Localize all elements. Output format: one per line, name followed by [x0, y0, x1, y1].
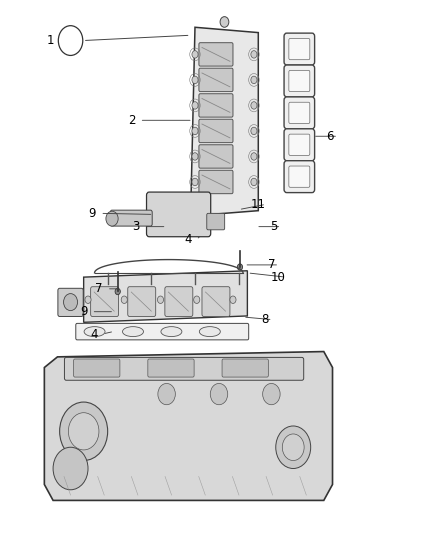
Circle shape: [251, 127, 257, 135]
Text: 7: 7: [268, 259, 275, 271]
FancyBboxPatch shape: [289, 166, 310, 187]
FancyBboxPatch shape: [222, 359, 268, 377]
FancyBboxPatch shape: [58, 288, 83, 317]
Polygon shape: [84, 271, 247, 322]
FancyBboxPatch shape: [284, 65, 314, 97]
Text: 1: 1: [47, 34, 55, 47]
FancyBboxPatch shape: [191, 282, 199, 293]
FancyBboxPatch shape: [289, 70, 310, 92]
FancyBboxPatch shape: [289, 134, 310, 156]
FancyBboxPatch shape: [284, 97, 314, 129]
Circle shape: [157, 296, 163, 303]
Circle shape: [192, 51, 198, 58]
Circle shape: [68, 413, 99, 450]
FancyBboxPatch shape: [64, 358, 304, 380]
FancyBboxPatch shape: [91, 287, 119, 317]
Circle shape: [283, 434, 304, 461]
Text: 6: 6: [327, 130, 334, 143]
Circle shape: [237, 264, 243, 270]
Ellipse shape: [84, 327, 105, 337]
FancyBboxPatch shape: [165, 287, 193, 317]
Circle shape: [251, 76, 257, 84]
Circle shape: [85, 296, 91, 303]
Circle shape: [230, 296, 236, 303]
FancyBboxPatch shape: [147, 282, 155, 293]
FancyBboxPatch shape: [199, 119, 233, 143]
Circle shape: [276, 426, 311, 469]
Text: 9: 9: [80, 305, 88, 318]
FancyBboxPatch shape: [128, 287, 155, 317]
Circle shape: [64, 294, 78, 311]
Circle shape: [158, 383, 175, 405]
Circle shape: [121, 296, 127, 303]
Circle shape: [192, 102, 198, 109]
FancyBboxPatch shape: [199, 145, 233, 168]
Ellipse shape: [123, 327, 144, 337]
FancyBboxPatch shape: [234, 282, 243, 293]
FancyBboxPatch shape: [284, 161, 314, 192]
Circle shape: [115, 288, 120, 295]
Text: 8: 8: [261, 313, 268, 326]
Circle shape: [53, 447, 88, 490]
Text: 4: 4: [91, 327, 98, 341]
Circle shape: [194, 296, 200, 303]
Text: 7: 7: [95, 282, 102, 295]
Circle shape: [220, 17, 229, 27]
Text: 10: 10: [271, 271, 286, 284]
FancyBboxPatch shape: [284, 129, 314, 161]
Ellipse shape: [161, 327, 182, 337]
FancyBboxPatch shape: [199, 170, 233, 193]
FancyBboxPatch shape: [103, 282, 112, 293]
Text: 2: 2: [128, 114, 135, 127]
FancyBboxPatch shape: [202, 287, 230, 317]
Text: 11: 11: [251, 198, 266, 211]
FancyBboxPatch shape: [289, 102, 310, 124]
Circle shape: [58, 26, 83, 55]
Text: 9: 9: [88, 207, 96, 220]
Circle shape: [210, 383, 228, 405]
Circle shape: [251, 153, 257, 160]
Ellipse shape: [199, 327, 220, 337]
Circle shape: [106, 211, 118, 226]
FancyBboxPatch shape: [148, 359, 194, 377]
Circle shape: [60, 402, 108, 461]
FancyBboxPatch shape: [199, 43, 233, 66]
FancyBboxPatch shape: [199, 94, 233, 117]
FancyBboxPatch shape: [74, 359, 120, 377]
Text: 3: 3: [132, 220, 140, 233]
FancyBboxPatch shape: [110, 210, 152, 226]
Polygon shape: [44, 352, 332, 500]
Circle shape: [251, 178, 257, 185]
FancyBboxPatch shape: [76, 324, 249, 340]
Circle shape: [263, 383, 280, 405]
Circle shape: [251, 102, 257, 109]
Polygon shape: [191, 27, 258, 216]
FancyBboxPatch shape: [284, 33, 314, 65]
Circle shape: [192, 127, 198, 135]
Text: 5: 5: [270, 220, 277, 233]
FancyBboxPatch shape: [207, 213, 225, 230]
FancyBboxPatch shape: [199, 68, 233, 92]
FancyBboxPatch shape: [289, 38, 310, 60]
Circle shape: [192, 178, 198, 185]
Circle shape: [192, 153, 198, 160]
FancyBboxPatch shape: [147, 192, 211, 237]
Circle shape: [192, 76, 198, 84]
Circle shape: [251, 51, 257, 58]
Text: 4: 4: [185, 233, 192, 246]
